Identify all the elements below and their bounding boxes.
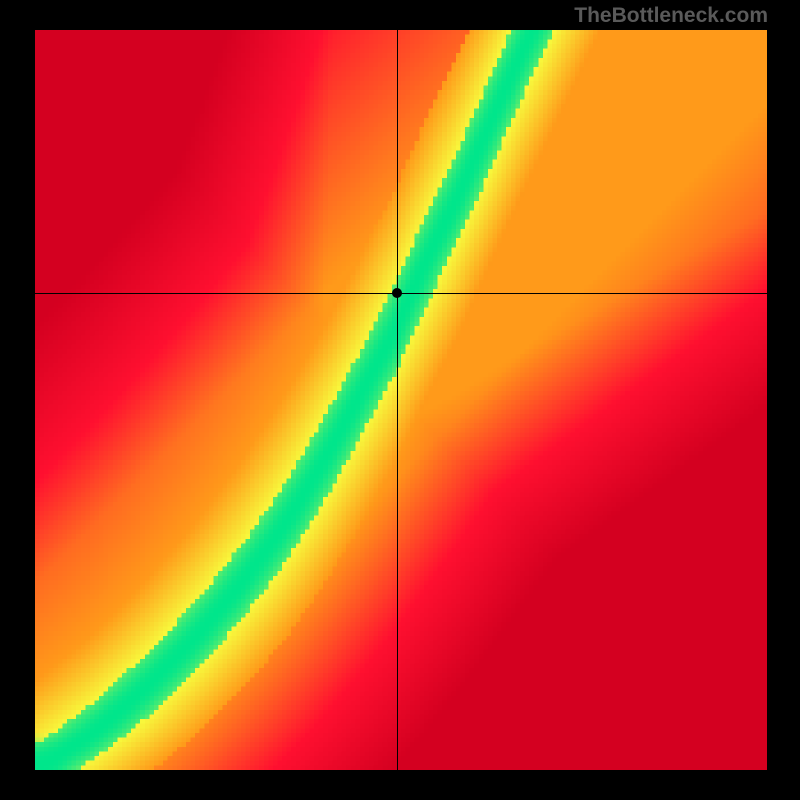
bottleneck-heatmap <box>35 30 767 770</box>
crosshair-marker <box>392 288 402 298</box>
watermark-text: TheBottleneck.com <box>574 4 768 28</box>
crosshair-vertical <box>397 30 398 770</box>
plot-area <box>35 30 767 770</box>
